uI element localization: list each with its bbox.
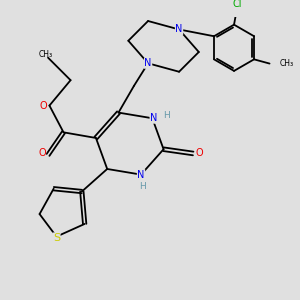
Text: CH₃: CH₃ — [279, 59, 293, 68]
Text: N: N — [144, 58, 152, 68]
Text: O: O — [196, 148, 203, 158]
Text: O: O — [38, 148, 46, 158]
Text: H: H — [164, 111, 170, 120]
Text: O: O — [39, 100, 47, 111]
Text: S: S — [53, 233, 60, 243]
Text: CH₃: CH₃ — [38, 50, 52, 59]
Text: N: N — [137, 169, 145, 180]
Text: N: N — [150, 113, 158, 123]
Text: H: H — [139, 182, 146, 191]
Text: N: N — [176, 25, 183, 34]
Text: Cl: Cl — [232, 0, 242, 9]
